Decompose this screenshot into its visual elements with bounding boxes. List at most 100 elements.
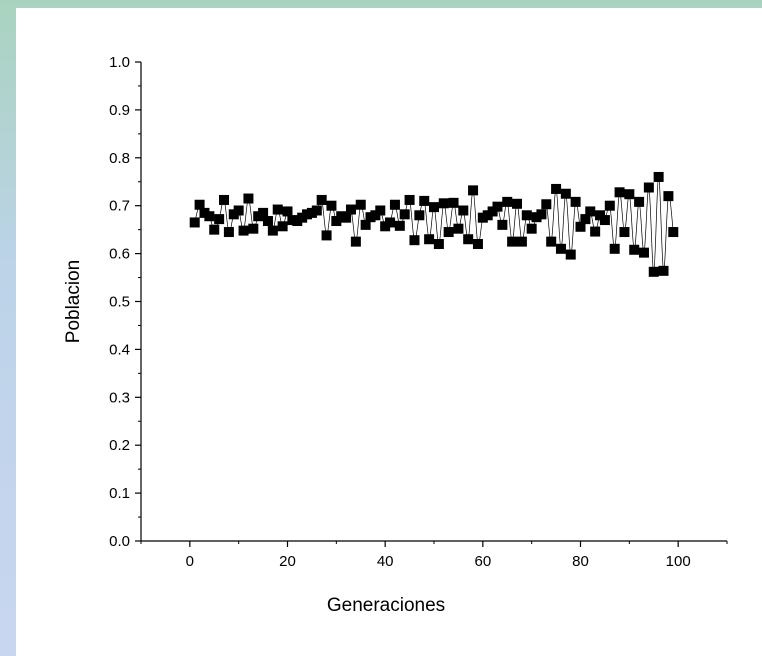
data-point: [409, 235, 420, 246]
data-point: [526, 223, 537, 234]
data-point: [555, 243, 566, 254]
data-point: [575, 221, 586, 232]
data-point: [521, 210, 532, 221]
data-point: [355, 199, 366, 210]
data-point: [214, 214, 225, 225]
data-point: [429, 202, 439, 213]
x-tick-label: 100: [666, 553, 691, 570]
data-point: [204, 211, 215, 222]
data-point: [238, 225, 249, 236]
data-point: [258, 207, 269, 218]
data-point: [267, 225, 278, 236]
data-point: [492, 201, 503, 212]
data-point: [321, 230, 332, 241]
data-point: [375, 205, 386, 216]
data-point: [316, 194, 327, 205]
data-point: [551, 183, 562, 194]
x-ticks: 0 20 40 60 80 100: [140, 541, 728, 570]
data-point: [438, 198, 449, 209]
data-point: [516, 236, 527, 247]
data-point: [414, 210, 425, 221]
data-point: [262, 216, 273, 227]
data-point: [419, 195, 430, 206]
x-tick-label: 80: [572, 553, 589, 570]
data-point: [580, 214, 591, 225]
data-point: [453, 223, 464, 234]
data-point: [643, 182, 654, 193]
data-point: [663, 191, 674, 202]
data-point: [394, 220, 405, 231]
data-point: [223, 227, 234, 238]
data-point: [565, 249, 576, 260]
data-point: [385, 217, 396, 228]
data-point: [570, 196, 581, 207]
y-ticks: 0.0 0.1 0.2 0.3 0.4 0.5 0.6 0.7 0.8 0.9 1.0: [109, 54, 141, 550]
data-point: [443, 227, 454, 238]
data-point: [389, 199, 400, 210]
data-point: [648, 266, 659, 277]
y-tick-label: 0.6: [109, 246, 130, 263]
data-point: [560, 188, 571, 199]
data-point: [248, 223, 259, 234]
x-tick-label: 60: [474, 553, 491, 570]
data-point: [634, 196, 645, 207]
data-point: [448, 197, 459, 208]
data-point: [609, 243, 620, 254]
y-tick-label: 0.5: [109, 294, 130, 311]
data-point: [624, 189, 635, 200]
data-point: [311, 205, 322, 216]
data-point: [614, 187, 625, 198]
data-point: [277, 221, 288, 232]
y-tick-label: 0.9: [109, 102, 130, 119]
data-point: [541, 199, 552, 210]
x-tick-label: 40: [377, 553, 394, 570]
data-points: [189, 171, 679, 277]
chart-panel: [16, 8, 762, 656]
y-tick-label: 1.0: [109, 54, 130, 71]
data-point: [585, 206, 596, 217]
data-point: [604, 200, 615, 211]
y-tick-label: 0.2: [109, 437, 130, 454]
data-point: [590, 226, 601, 237]
data-point: [345, 204, 356, 215]
y-tick-label: 0.4: [109, 341, 130, 358]
data-point: [282, 206, 293, 217]
data-point: [272, 204, 283, 215]
data-point: [472, 239, 483, 250]
y-tick-label: 0.1: [109, 485, 130, 502]
x-axis-title: Generaciones: [327, 595, 445, 616]
data-point: [233, 205, 244, 216]
data-point: [658, 265, 669, 276]
data-point: [194, 199, 205, 210]
data-point: [502, 196, 513, 207]
data-point: [536, 209, 547, 220]
y-axis-title: Poblacion: [63, 260, 84, 343]
data-point: [326, 200, 337, 211]
data-point: [463, 234, 474, 245]
data-point: [341, 212, 352, 223]
data-point: [404, 194, 415, 205]
data-point: [668, 227, 679, 238]
data-point: [243, 193, 254, 204]
data-point: [458, 205, 469, 216]
data-point: [638, 247, 649, 258]
data-point: [468, 185, 479, 196]
data-point: [219, 194, 230, 205]
x-tick-label: 20: [279, 553, 296, 570]
y-tick-label: 0.3: [109, 389, 130, 406]
data-point: [497, 219, 508, 230]
axes: 0 20 40 60 80 100 0.0 0.1 0.2 0.3 0.4 0.5 0.6 0.7 0.8…: [109, 54, 728, 570]
data-point: [629, 244, 640, 255]
data-point: [619, 227, 630, 238]
data-point: [189, 217, 200, 228]
data-point: [599, 215, 610, 226]
data-point: [433, 239, 444, 250]
y-tick-label: 0.8: [109, 150, 130, 167]
y-tick-label: 0.0: [109, 533, 130, 550]
data-point: [424, 234, 435, 245]
y-tick-label: 0.7: [109, 198, 130, 215]
data-point: [512, 198, 523, 209]
data-point: [546, 236, 557, 247]
data-point: [507, 236, 518, 247]
